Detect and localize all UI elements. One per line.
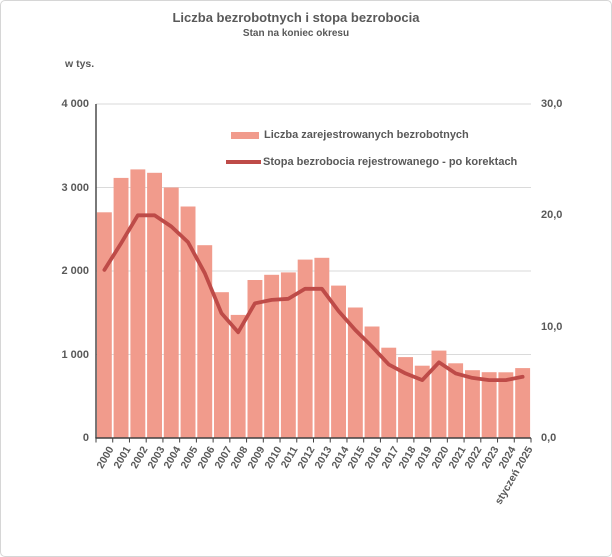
bar (147, 172, 162, 439)
bar-series-swatch-icon (231, 131, 259, 139)
bar (280, 272, 296, 438)
right-axis-tick-label: 0,0 (541, 432, 557, 444)
line-series-swatch-icon (226, 160, 261, 164)
bar (264, 274, 280, 438)
bar (381, 347, 397, 438)
bar (364, 326, 380, 438)
chart-title: Liczba bezrobotnych i stopa bezrobocia (172, 10, 420, 25)
left-axis-tick-label: 2 000 (61, 265, 89, 277)
bar (398, 357, 413, 438)
bar (197, 245, 213, 438)
bar (130, 169, 146, 438)
bar (314, 257, 330, 438)
left-axis-tick-label: 4 000 (61, 98, 89, 110)
bar (230, 314, 246, 438)
legend-label-bars: Liczba zarejestrowanych bezrobotnych (264, 129, 469, 141)
bar (414, 365, 430, 438)
legend-item-line: Stopa bezrobocia rejestrowanego - po kor… (226, 156, 517, 168)
legend-label-line: Stopa bezrobocia rejestrowanego - po kor… (263, 156, 518, 168)
right-axis-tick-label: 10,0 (541, 320, 563, 333)
bar (465, 370, 480, 438)
bar (481, 372, 497, 438)
bar (331, 285, 346, 438)
right-axis-tick-label: 30,0 (541, 98, 563, 110)
bar (180, 206, 196, 438)
bar (247, 280, 263, 438)
bar (113, 177, 129, 438)
left-axis-tick-label: 1 000 (61, 348, 89, 361)
bar (347, 307, 363, 438)
legend-item-bars: Liczba zarejestrowanych bezrobotnych (231, 129, 469, 141)
left-axis-tick-label: 0 (82, 432, 89, 444)
left-axis-tick-label: 3 000 (61, 181, 89, 194)
bar (431, 350, 447, 438)
bar (498, 372, 514, 438)
bar (96, 212, 112, 438)
bar (448, 363, 464, 438)
chart-subtitle: Stan na koniec okresu (242, 28, 350, 39)
bar (297, 259, 313, 438)
rate-line (102, 213, 525, 383)
bar (515, 368, 531, 438)
right-axis-tick-label: 20,0 (541, 209, 563, 222)
left-axis-unit-label: w tys. (65, 58, 95, 70)
bar (163, 187, 179, 438)
bar (214, 292, 229, 438)
